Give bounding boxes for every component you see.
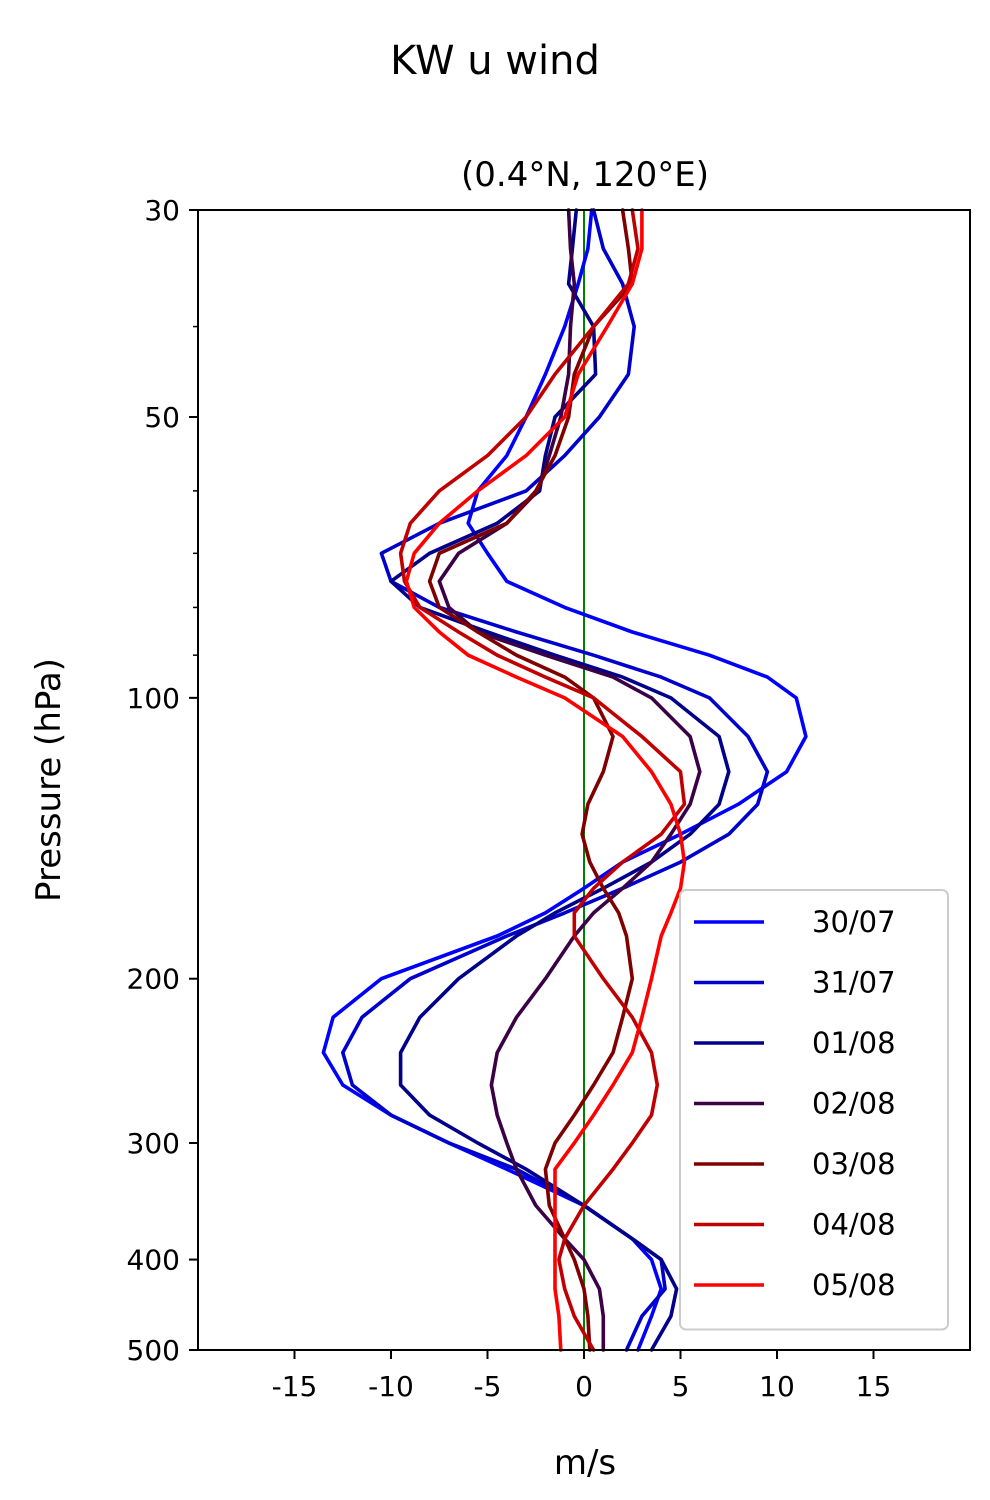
series-line-1: [321, 208, 808, 1352]
ticks-layer: -15 -10 -5 0 5 10 15 30 50 100 200 300 400 500: [127, 194, 892, 1403]
x-tick-label: -5: [474, 1370, 502, 1403]
legend-box: [679, 889, 949, 1331]
y-tick-label: 200: [127, 963, 180, 996]
plot-frame: [197, 209, 971, 1351]
legend-entry-label: 30/07: [812, 905, 896, 939]
y-tick-label: 30: [144, 194, 180, 227]
series-line-4: [437, 208, 702, 1352]
series-line-3: [389, 208, 731, 1352]
legend: 30/07 31/07 01/08 02/08 03/08 04/08 05/08: [679, 889, 949, 1331]
x-tick-label: 5: [672, 1370, 690, 1403]
y-tick-label: 400: [127, 1244, 180, 1277]
x-axis-label: m/s: [554, 1443, 616, 1483]
x-tick-label: 15: [856, 1370, 892, 1403]
legend-entry-label: 31/07: [812, 966, 896, 1000]
legend-entry-label: 01/08: [812, 1026, 896, 1060]
y-axis-label: Pressure (hPa): [29, 658, 69, 902]
x-tick-label: -10: [368, 1370, 414, 1403]
x-tick-label: -15: [272, 1370, 318, 1403]
y-tick-label: 500: [127, 1334, 180, 1367]
legend-entry-label: 03/08: [812, 1147, 896, 1181]
series-line-6: [398, 208, 687, 1352]
y-tick-label: 100: [127, 682, 180, 715]
legend-entry-label: 02/08: [812, 1087, 896, 1121]
y-tick-label: 50: [144, 401, 180, 434]
chart-subtitle: (0.4°N, 120°E): [461, 155, 709, 195]
plot-layer: [321, 208, 808, 1352]
chart-title: KW u wind: [390, 38, 600, 84]
x-tick-label: 0: [575, 1370, 593, 1403]
series-line-7: [404, 208, 687, 1352]
legend-entry-label: 04/08: [812, 1208, 896, 1242]
y-tick-label: 300: [127, 1127, 180, 1160]
legend-entry-label: 05/08: [812, 1268, 896, 1302]
x-tick-label: 10: [759, 1370, 795, 1403]
series-line-5: [427, 208, 635, 1352]
